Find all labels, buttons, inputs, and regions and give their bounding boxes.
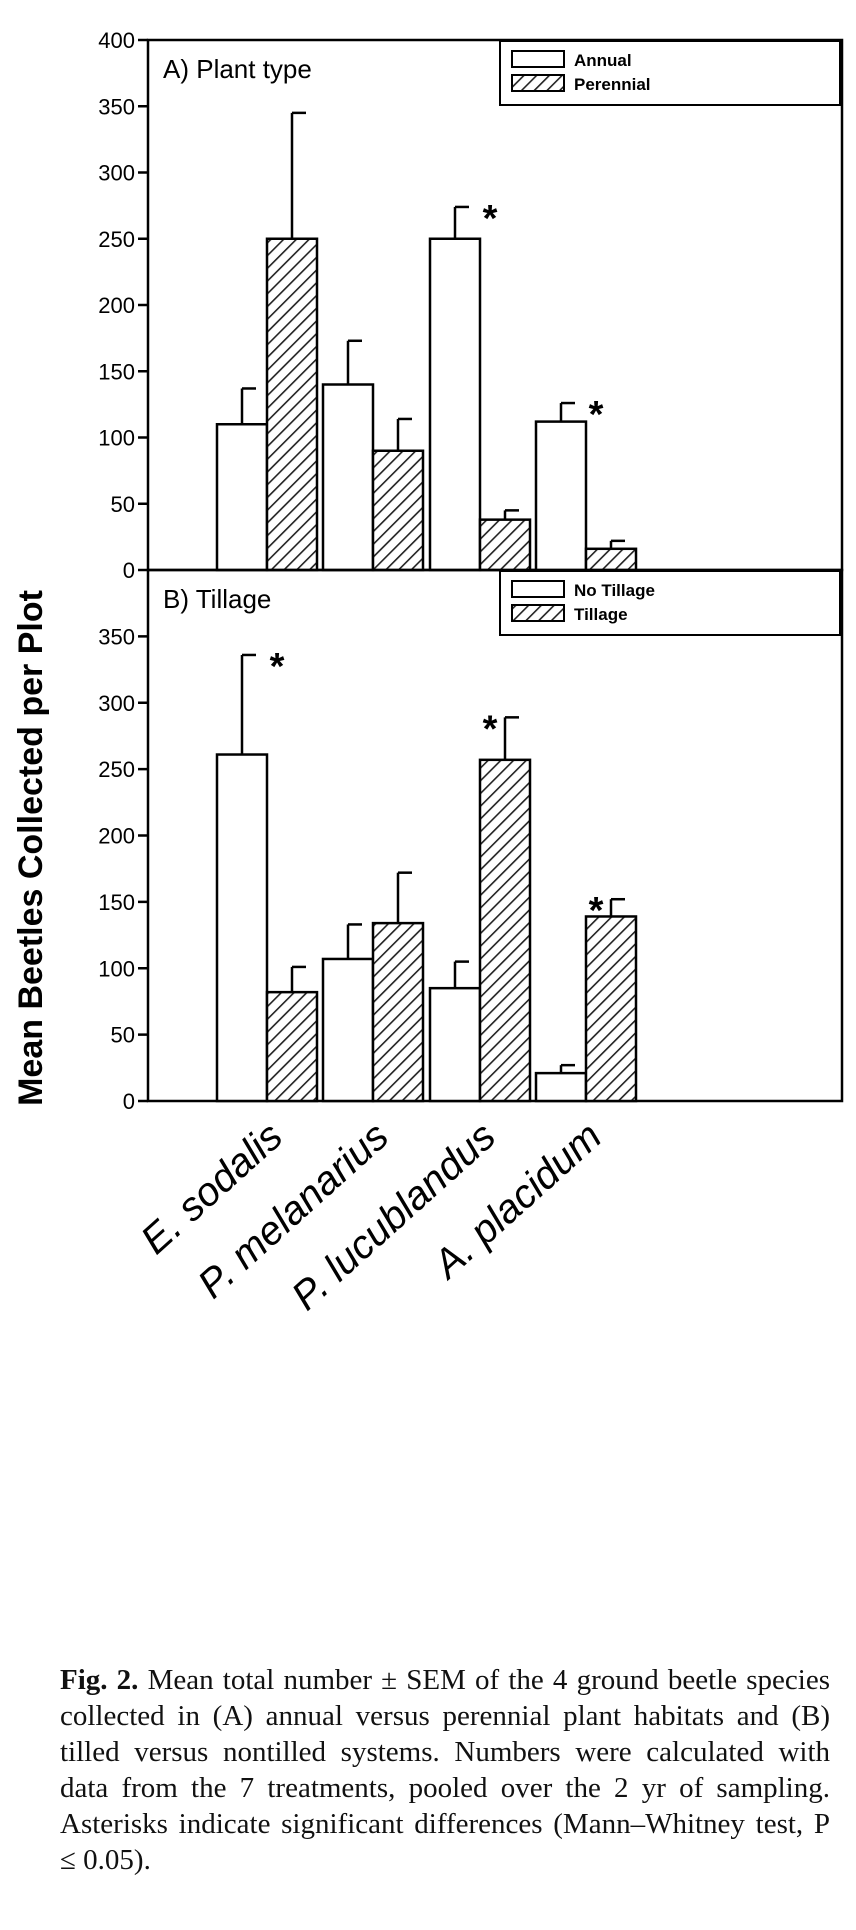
figure-caption: Fig. 2. Mean total number ± SEM of the 4… <box>60 1662 830 1878</box>
y-tick-label: 100 <box>98 956 135 981</box>
bar <box>428 237 482 572</box>
y-tick-label: 150 <box>98 890 135 915</box>
bar <box>428 986 482 1103</box>
significance-asterisk: * <box>589 890 604 932</box>
y-tick-label: 200 <box>98 824 135 849</box>
legend-label: Perennial <box>574 75 651 94</box>
panel-b: 0 50 100 150 200 250 300 350 B) Tillage * * * No Til… <box>98 568 844 1114</box>
y-tick-label: 150 <box>98 359 135 384</box>
y-tick-label: 50 <box>111 492 135 517</box>
y-tick-label: 350 <box>98 624 135 649</box>
legend-swatch <box>511 74 565 92</box>
bar <box>321 957 375 1103</box>
bar <box>534 420 588 572</box>
bar <box>534 1071 588 1103</box>
y-tick-label: 100 <box>98 426 135 451</box>
y-tick-label: 200 <box>98 293 135 318</box>
bar <box>371 449 425 572</box>
legend-swatch <box>511 604 565 622</box>
bar <box>265 237 319 572</box>
legend-swatch <box>511 50 565 68</box>
y-tick-label: 350 <box>98 94 135 119</box>
significance-asterisk: * <box>483 198 498 240</box>
bar <box>321 383 375 572</box>
legend-swatch <box>511 580 565 598</box>
y-tick-label: 300 <box>98 161 135 186</box>
y-tick-label: 400 <box>98 28 135 53</box>
legend-label: No Tillage <box>574 581 655 600</box>
y-tick-label: 50 <box>111 1023 135 1048</box>
significance-asterisk: * <box>483 708 498 750</box>
caption-fig-label: Fig. 2. <box>60 1664 139 1696</box>
bar <box>584 915 638 1103</box>
bar <box>478 758 532 1103</box>
y-tick-label: 250 <box>98 227 135 252</box>
bar <box>215 753 269 1103</box>
bar <box>584 547 638 572</box>
caption-text: Mean total number ± SEM of the 4 ground … <box>60 1664 830 1876</box>
bar <box>371 921 425 1103</box>
bar-chart-figure: 0 50 100 150 200 250 300 350 400 A) Plant type * * A… <box>12 28 844 1319</box>
panel-label: A) Plant type <box>163 54 312 84</box>
y-tick-label: 0 <box>123 1089 135 1114</box>
panel-label: B) Tillage <box>163 584 271 614</box>
legend-label: Annual <box>574 51 632 70</box>
bar <box>265 990 319 1103</box>
y-axis-label: Mean Beetles Collected per Plot <box>12 590 50 1106</box>
significance-asterisk: * <box>270 646 285 688</box>
bar <box>478 518 532 572</box>
panel-a: 0 50 100 150 200 250 300 350 400 A) Plant type * * A… <box>98 28 844 583</box>
y-tick-label: 300 <box>98 691 135 716</box>
bar <box>215 423 269 572</box>
legend-label: Tillage <box>574 605 628 624</box>
significance-asterisk: * <box>589 394 604 436</box>
y-tick-label: 250 <box>98 757 135 782</box>
y-tick-label: 0 <box>123 558 135 583</box>
